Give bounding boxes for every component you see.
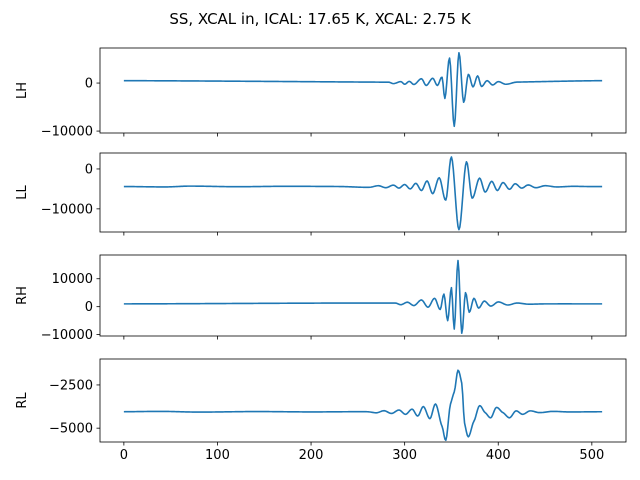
y-axis-label: RH [15, 286, 30, 305]
axes-frame [99, 254, 627, 337]
series-line-ll [123, 156, 603, 231]
series-line-lh [123, 52, 603, 128]
x-tick-label: 400 [486, 448, 511, 463]
subplot-ll: 0 −10000 LL [15, 152, 627, 236]
x-tick-label: 0 [120, 448, 128, 463]
axes-frame [99, 358, 627, 443]
y-axis-label: RL [15, 392, 30, 409]
y-tick-label: −2500 [49, 378, 93, 393]
y-tick-label: 0 [85, 300, 93, 315]
figure-title: SS, XCAL in, ICAL: 17.65 K, XCAL: 2.75 K [169, 10, 472, 28]
y-tick-label: 0 [85, 77, 93, 92]
y-tick-label: 10000 [52, 272, 93, 287]
subplot-stack: 0 −10000 LH 0 −10000 LL 10000 0 −10000 RH 0 100 200 3… [15, 47, 627, 463]
x-tick-label: 200 [299, 448, 324, 463]
subplot-rl: 0 100 200 300 400 500 −2500 −5000 RL [15, 358, 627, 463]
y-tick-label: 0 [85, 162, 93, 177]
y-tick-label: −10000 [41, 202, 93, 217]
series-line-rl [123, 369, 603, 442]
x-tick-label: 100 [205, 448, 230, 463]
y-axis-label: LL [15, 185, 30, 200]
y-tick-label: −10000 [41, 328, 93, 343]
axes-frame [99, 152, 627, 233]
y-tick-label: −5000 [49, 422, 93, 437]
y-tick-label: −10000 [41, 125, 93, 140]
x-tick-label: 300 [392, 448, 417, 463]
series-line-rh [123, 259, 603, 335]
y-axis-label: LH [15, 82, 30, 99]
subplot-rh: 10000 0 −10000 RH [15, 254, 627, 343]
axes-frame [99, 47, 627, 134]
x-tick-label: 500 [579, 448, 604, 463]
subplot-lh: 0 −10000 LH [15, 47, 627, 140]
